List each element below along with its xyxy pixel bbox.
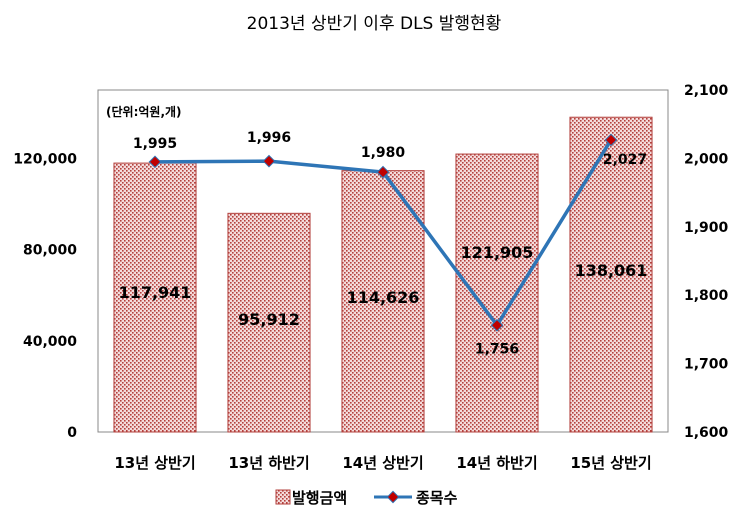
bar-value-label: 117,941 (119, 283, 192, 302)
line-marker (148, 155, 162, 169)
line-marker (376, 165, 390, 179)
category-label: 15년 상반기 (570, 454, 651, 472)
bar-value-label: 95,912 (238, 310, 300, 329)
bar-value-label: 121,905 (461, 243, 534, 262)
line-value-label: 1,756 (475, 341, 519, 357)
bar-series (113, 116, 653, 433)
right-tick-label: 1,600 (684, 425, 729, 441)
category-axis: 13년 상반기 13년 하반기 14년 상반기 14년 하반기 15년 상반기 (114, 454, 651, 472)
bar (113, 162, 197, 433)
bar (455, 153, 539, 433)
line-value-label: 1,996 (247, 130, 291, 146)
right-tick-label: 1,900 (684, 220, 729, 236)
chart-title: 2013년 상반기 이후 DLS 발행현황 (247, 14, 502, 34)
unit-note: (단위:억원,개) (106, 104, 182, 119)
category-label: 14년 하반기 (456, 454, 537, 472)
legend: 발행금액 종목수 (275, 489, 458, 507)
line-value-label: 2,027 (603, 152, 647, 168)
category-label: 14년 상반기 (342, 454, 423, 472)
bar-labels: 117,941 95,912 114,626 121,905 138,061 (119, 243, 648, 329)
legend-label-line: 종목수 (416, 489, 458, 507)
right-tick-label: 2,100 (684, 83, 729, 99)
line-series (148, 133, 618, 332)
category-label: 13년 상반기 (114, 454, 195, 472)
right-tick-label: 1,700 (684, 357, 729, 373)
left-tick-label: 0 (67, 425, 77, 441)
line-labels: 1,995 1,996 1,980 1,756 2,027 (133, 130, 647, 357)
bar-value-label: 114,626 (347, 288, 420, 307)
left-tick-label: 80,000 (23, 243, 77, 259)
line-marker (262, 154, 276, 168)
left-tick-label: 120,000 (13, 151, 77, 167)
legend-marker (386, 490, 400, 504)
line-value-label: 1,980 (361, 145, 406, 161)
bar (341, 170, 425, 433)
legend-label-bar: 발행금액 (292, 489, 347, 507)
bar-value-label: 138,061 (575, 261, 648, 280)
line-marker (604, 133, 618, 147)
bar (569, 116, 653, 433)
bar (227, 212, 311, 433)
left-tick-label: 40,000 (23, 334, 77, 350)
category-label: 13년 하반기 (228, 454, 309, 472)
line-value-label: 1,995 (133, 136, 177, 152)
right-axis: 1,600 1,700 1,800 1,900 2,000 2,100 (684, 83, 729, 441)
line-marker (490, 318, 504, 332)
left-axis: 0 40,000 80,000 120,000 (13, 151, 77, 441)
right-tick-label: 1,800 (684, 288, 729, 304)
legend-swatch-bar (275, 489, 291, 505)
right-tick-label: 2,000 (684, 151, 729, 167)
